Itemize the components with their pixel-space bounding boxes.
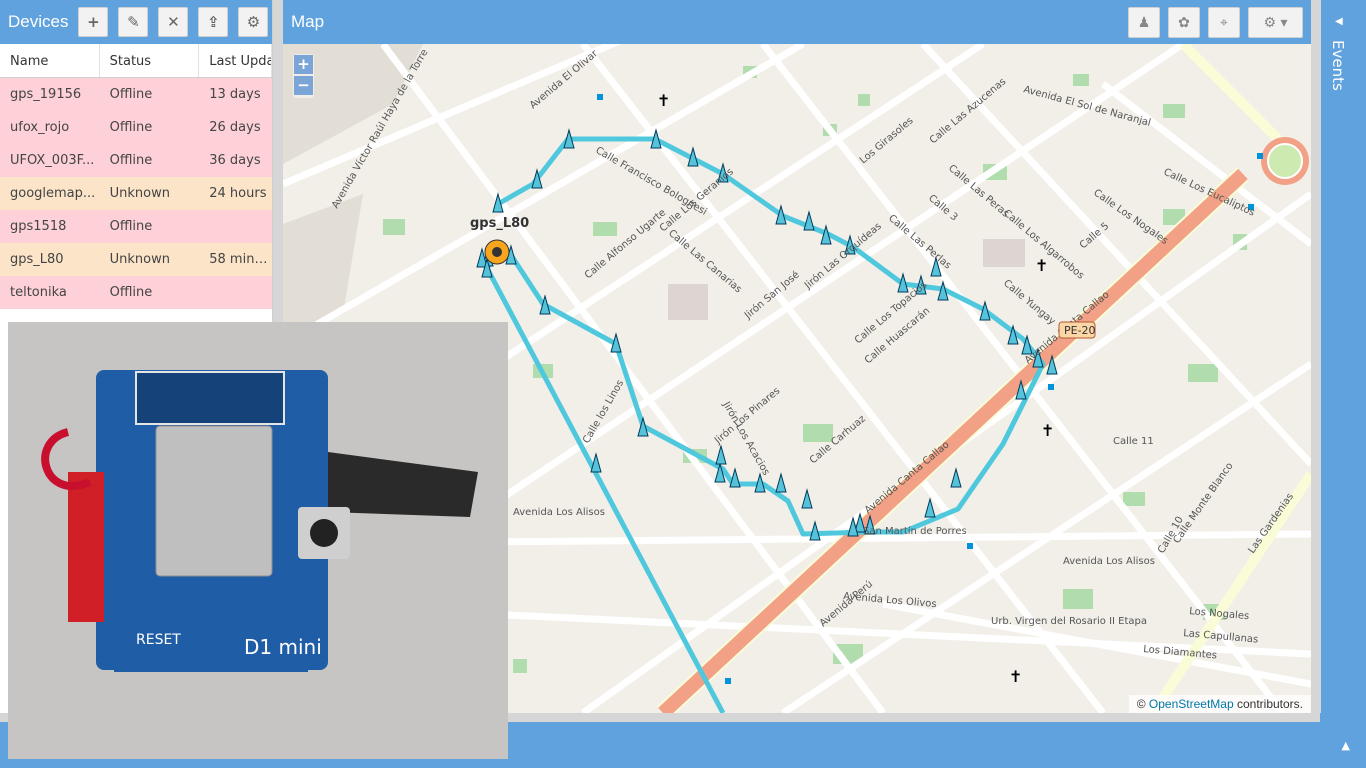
column-status[interactable]: Status — [100, 44, 200, 77]
device-status: Offline — [109, 87, 153, 102]
device-name: gps1518 — [10, 219, 67, 234]
crosshair-icon: ⌖ — [1220, 14, 1228, 31]
device-name: gps_19156 — [10, 87, 82, 102]
device-name: googlemap... — [10, 186, 96, 201]
device-row[interactable]: UFOX_003F... Offline 36 days — [0, 144, 272, 177]
map-toolbar: ♟ ✿ ⌖ ⚙ ▾ — [1120, 7, 1303, 38]
device-last-update: 26 days — [209, 120, 261, 135]
device-row[interactable]: gps1518 Offline — [0, 210, 272, 243]
device-last-update: 58 minutes — [209, 252, 272, 267]
bottom-splitter[interactable] — [0, 713, 1320, 722]
board-photo: RESET D1 mini — [8, 322, 508, 759]
map-settings-dropdown[interactable]: ⚙ ▾ — [1248, 7, 1303, 38]
device-settings-button[interactable]: ⚙ — [238, 7, 269, 37]
device-status: Offline — [109, 219, 153, 234]
add-device-button[interactable]: + — [78, 7, 109, 37]
show-reports-button[interactable]: ♟ — [1128, 7, 1160, 38]
device-last-update: 36 days — [209, 153, 261, 168]
svg-text:✝: ✝ — [1035, 256, 1048, 275]
device-marker-label[interactable]: gps_L80 — [470, 216, 529, 231]
svg-text:✝: ✝ — [1041, 421, 1054, 440]
device-last-update: 24 hours — [209, 186, 267, 201]
geofences-button[interactable]: ✿ — [1168, 7, 1200, 38]
street-label: Urb. Virgen del Rosario II Etapa — [991, 616, 1147, 627]
map-title: Map — [291, 12, 325, 31]
street-label: Los Nogales — [1189, 606, 1250, 622]
edit-device-button[interactable]: ✎ — [118, 7, 149, 37]
street-label: Avenida Los Alisos — [513, 507, 605, 518]
column-name[interactable]: Name — [0, 44, 100, 77]
device-name: UFOX_003F... — [10, 153, 95, 168]
street-label: Avenida Los Alisos — [1063, 556, 1155, 567]
svg-text:RESET: RESET — [136, 632, 181, 648]
zoom-control: + − — [293, 54, 314, 98]
close-icon: ✕ — [167, 13, 180, 31]
person-icon: ♟ — [1137, 14, 1151, 31]
zoom-in-button[interactable]: + — [294, 55, 313, 74]
paw-icon: ✿ — [1178, 14, 1190, 31]
pencil-icon: ✎ — [127, 13, 140, 31]
zoom-out-button[interactable]: − — [294, 76, 313, 95]
right-splitter[interactable] — [1311, 0, 1321, 713]
map-header: Map ♟ ✿ ⌖ ⚙ ▾ — [283, 0, 1311, 44]
events-panel-collapsed[interactable]: ◀ Events — [1321, 0, 1366, 713]
column-last-update[interactable]: Last Update — [199, 44, 272, 77]
chevron-left-icon[interactable]: ◀ — [1335, 16, 1343, 27]
events-label: Events — [1329, 40, 1347, 91]
device-row[interactable]: ufox_rojo Offline 26 days — [0, 111, 272, 144]
device-status: Offline — [109, 153, 153, 168]
highway-shield-label: PE-20 — [1064, 324, 1096, 337]
devices-header: Devices + ✎ ✕ ⇪ ⚙ — [0, 0, 272, 44]
openstreetmap-link[interactable]: OpenStreetMap — [1148, 697, 1234, 711]
follow-button[interactable]: ⌖ — [1208, 7, 1240, 38]
map-attribution: © OpenStreetMap contributors. — [1128, 695, 1311, 713]
device-row[interactable]: gps_L80 Unknown 58 minutes — [0, 243, 272, 276]
devices-column-header: Name Status Last Update — [0, 44, 272, 78]
svg-text:✝: ✝ — [1009, 667, 1022, 686]
gear-icon: ⚙ — [246, 13, 261, 31]
svg-text:D1 mini: D1 mini — [244, 635, 322, 659]
device-name: teltonika — [10, 285, 67, 300]
plus-icon: + — [87, 13, 100, 31]
chevron-up-icon[interactable]: ▲ — [1341, 739, 1350, 752]
device-status: Unknown — [109, 186, 170, 201]
device-row[interactable]: teltonika Offline — [0, 276, 272, 309]
gear-dropdown-icon: ⚙ ▾ — [1263, 14, 1288, 31]
street-label: Calle 11 — [1113, 436, 1154, 447]
send-command-button[interactable]: ⇪ — [198, 7, 229, 37]
remove-device-button[interactable]: ✕ — [158, 7, 189, 37]
device-status: Unknown — [109, 252, 170, 267]
device-name: gps_L80 — [10, 252, 64, 267]
device-status: Offline — [109, 120, 153, 135]
svg-text:✝: ✝ — [657, 91, 670, 110]
device-row[interactable]: gps_19156 Offline 13 days — [0, 78, 272, 111]
street-label: San Martín de Porres — [863, 525, 967, 537]
device-status: Offline — [109, 285, 153, 300]
device-last-update: 13 days — [209, 87, 261, 102]
devices-list: gps_19156 Offline 13 days ufox_rojo Offline… — [0, 78, 272, 309]
device-row[interactable]: googlemap... Unknown 24 hours — [0, 177, 272, 210]
upload-icon: ⇪ — [207, 13, 220, 31]
devices-title: Devices — [8, 12, 69, 31]
device-name: ufox_rojo — [10, 120, 70, 135]
